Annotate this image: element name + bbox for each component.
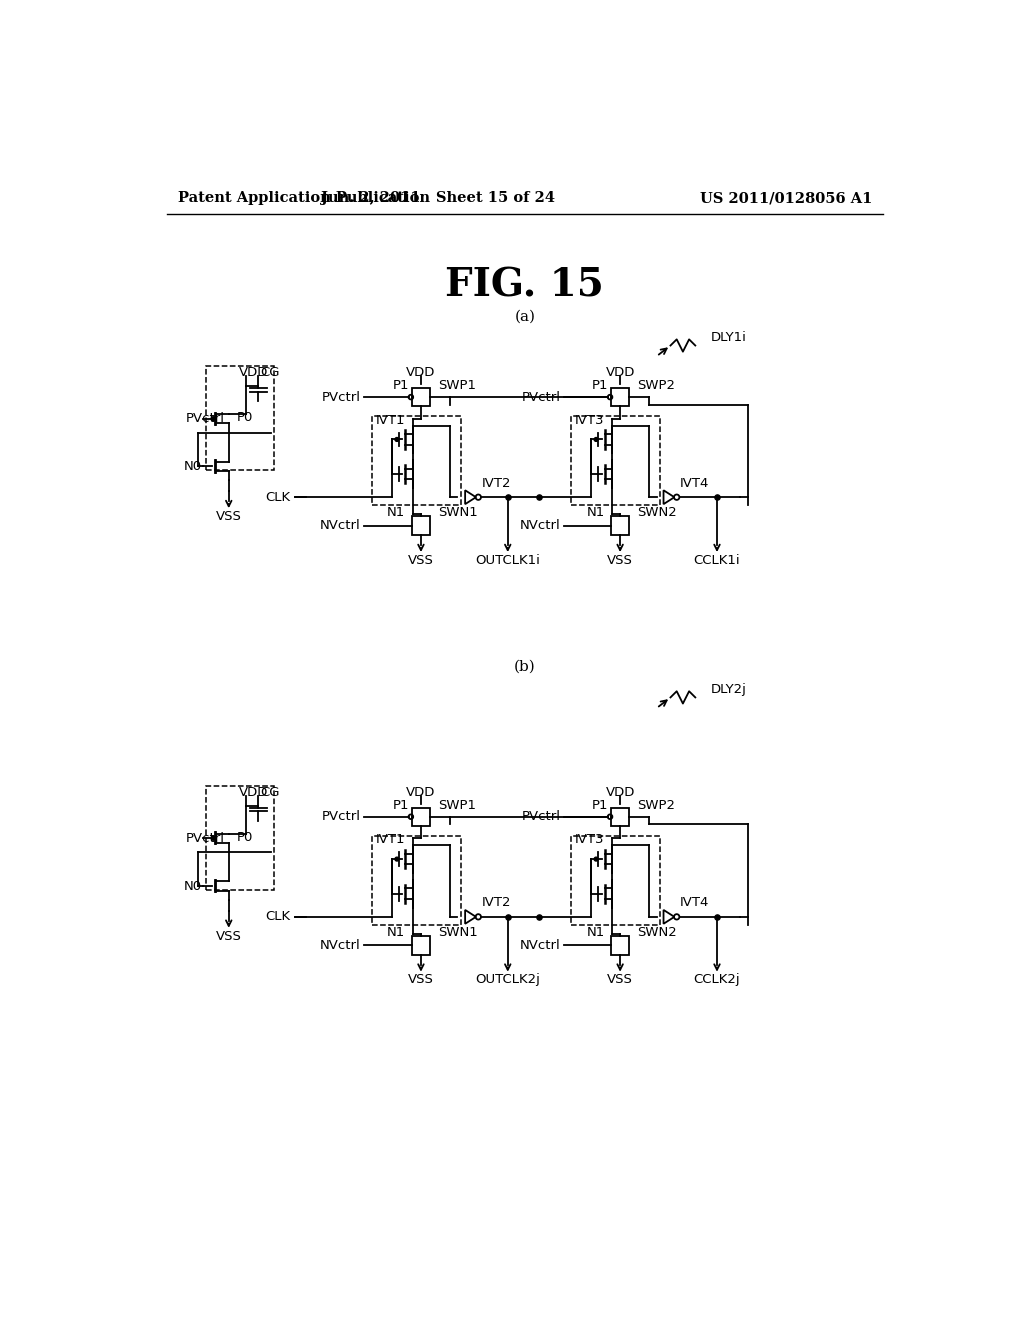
Text: PVctrl: PVctrl — [186, 832, 225, 845]
Text: NVctrl: NVctrl — [520, 939, 560, 952]
Text: Jun. 2, 2011   Sheet 15 of 24: Jun. 2, 2011 Sheet 15 of 24 — [321, 191, 555, 206]
Text: VSS: VSS — [216, 929, 242, 942]
Text: N0: N0 — [183, 459, 202, 473]
Text: CCLK1i: CCLK1i — [693, 554, 740, 566]
Text: N0: N0 — [183, 879, 202, 892]
Text: IVT2: IVT2 — [481, 896, 511, 909]
Bar — [206, 785, 273, 890]
Circle shape — [395, 857, 399, 861]
Circle shape — [594, 857, 598, 861]
Text: Patent Application Publication: Patent Application Publication — [178, 191, 430, 206]
Text: VDD: VDD — [407, 366, 435, 379]
Text: P1: P1 — [592, 379, 608, 392]
Bar — [611, 936, 630, 954]
Text: N1: N1 — [587, 925, 604, 939]
Text: FIG. 15: FIG. 15 — [445, 267, 604, 305]
Bar — [412, 936, 430, 954]
Circle shape — [395, 437, 399, 441]
Text: CCLK2j: CCLK2j — [693, 973, 740, 986]
Circle shape — [211, 417, 215, 421]
Text: P1: P1 — [592, 799, 608, 812]
Text: PVctrl: PVctrl — [521, 810, 560, 824]
Text: CLK: CLK — [265, 491, 291, 504]
Text: IVT3: IVT3 — [575, 413, 605, 426]
Bar — [571, 836, 660, 924]
Text: VSS: VSS — [408, 554, 434, 566]
Text: P0: P0 — [237, 832, 253, 843]
Text: VSS: VSS — [408, 973, 434, 986]
Text: DLY2j: DLY2j — [711, 684, 746, 696]
Circle shape — [594, 437, 598, 441]
Text: (a): (a) — [514, 309, 536, 323]
Text: IVT4: IVT4 — [680, 896, 710, 909]
Bar — [611, 388, 630, 407]
Text: VSS: VSS — [216, 510, 242, 523]
Text: SWP1: SWP1 — [438, 379, 476, 392]
Text: OUTCLK1i: OUTCLK1i — [475, 554, 541, 566]
Text: IVT3: IVT3 — [575, 833, 605, 846]
Text: VDD: VDD — [407, 785, 435, 799]
Text: CLK: CLK — [265, 911, 291, 924]
Text: N1: N1 — [387, 925, 406, 939]
Text: NVctrl: NVctrl — [319, 939, 360, 952]
Text: DLY1i: DLY1i — [711, 331, 746, 345]
Bar — [611, 808, 630, 826]
Circle shape — [211, 837, 215, 841]
Text: IVT1: IVT1 — [376, 833, 406, 846]
Text: P1: P1 — [393, 799, 410, 812]
Text: OUTCLK2j: OUTCLK2j — [475, 973, 541, 986]
Text: NVctrl: NVctrl — [520, 519, 560, 532]
Bar — [412, 388, 430, 407]
Text: IVT2: IVT2 — [481, 477, 511, 490]
Text: CG: CG — [260, 366, 280, 379]
Bar — [611, 516, 630, 535]
Bar — [372, 836, 461, 924]
Text: NVctrl: NVctrl — [319, 519, 360, 532]
Text: SWP1: SWP1 — [438, 799, 476, 812]
Text: IVT1: IVT1 — [376, 413, 406, 426]
Text: P0: P0 — [237, 412, 253, 425]
Text: N1: N1 — [587, 506, 604, 519]
Text: US 2011/0128056 A1: US 2011/0128056 A1 — [699, 191, 872, 206]
Text: VSS: VSS — [607, 973, 633, 986]
Text: PVctrl: PVctrl — [322, 810, 360, 824]
Text: VDD: VDD — [605, 785, 635, 799]
Text: PVctrl: PVctrl — [521, 391, 560, 404]
Text: VDD: VDD — [239, 366, 268, 379]
Bar — [412, 808, 430, 826]
Text: N1: N1 — [387, 506, 406, 519]
Text: (b): (b) — [514, 660, 536, 673]
Text: SWP2: SWP2 — [637, 379, 675, 392]
Bar — [412, 516, 430, 535]
Text: PVctrl: PVctrl — [322, 391, 360, 404]
Text: SWN1: SWN1 — [438, 925, 478, 939]
Text: SWP2: SWP2 — [637, 799, 675, 812]
Text: CG: CG — [260, 785, 280, 799]
Text: SWN2: SWN2 — [637, 506, 677, 519]
Text: PVctrl: PVctrl — [186, 412, 225, 425]
Text: SWN1: SWN1 — [438, 506, 478, 519]
Text: IVT4: IVT4 — [680, 477, 710, 490]
Bar — [571, 416, 660, 506]
Text: SWN2: SWN2 — [637, 925, 677, 939]
Text: VDD: VDD — [239, 785, 268, 799]
Text: VDD: VDD — [605, 366, 635, 379]
Text: VSS: VSS — [607, 554, 633, 566]
Bar — [206, 366, 273, 470]
Text: P1: P1 — [393, 379, 410, 392]
Bar — [372, 416, 461, 506]
